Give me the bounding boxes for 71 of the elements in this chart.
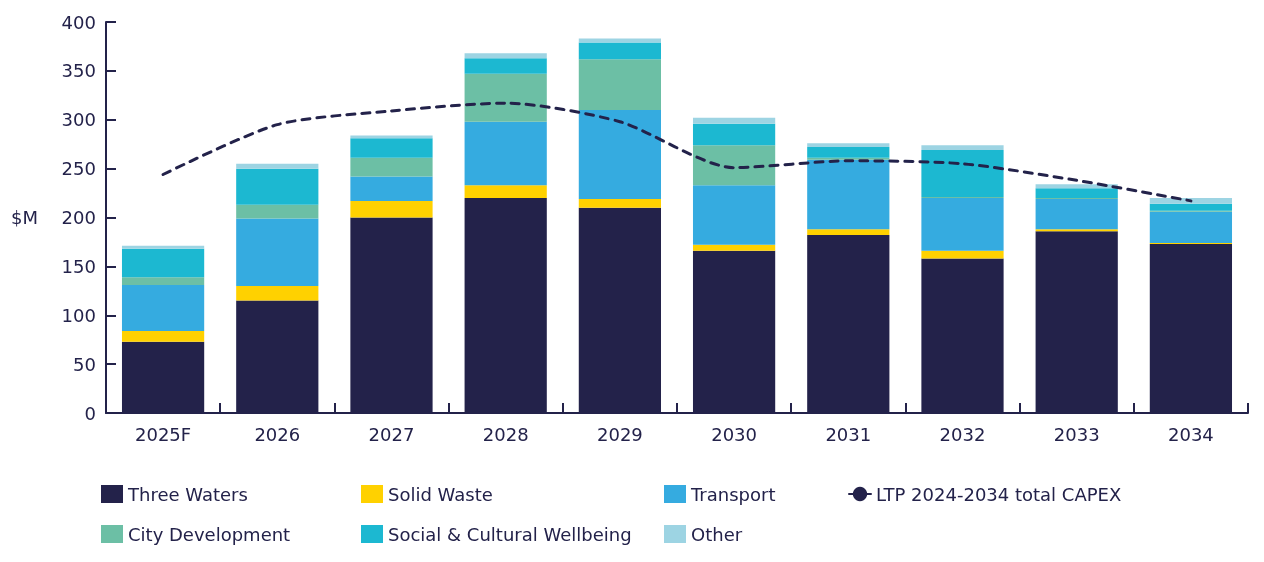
bar xyxy=(236,218,319,286)
bar xyxy=(1149,203,1233,211)
bar xyxy=(1035,198,1118,230)
y-tick-label: 0 xyxy=(84,402,96,424)
x-tick-label: 2030 xyxy=(711,423,757,445)
line-series xyxy=(161,101,1193,203)
x-tick-label: 2033 xyxy=(1053,423,1100,445)
bar xyxy=(236,204,319,219)
bar xyxy=(121,330,205,342)
bar xyxy=(350,157,433,177)
bar xyxy=(121,248,205,278)
bar xyxy=(350,176,433,201)
legend-label: LTP 2024-2034 total CAPEX xyxy=(876,483,1122,505)
bar xyxy=(464,58,547,74)
bar xyxy=(921,150,1004,197)
bar xyxy=(236,168,319,205)
bar xyxy=(692,117,776,124)
bar xyxy=(121,277,205,285)
bar xyxy=(578,109,661,199)
bar xyxy=(692,185,776,245)
legend-label: Other xyxy=(691,523,743,545)
y-tick-label: 400 xyxy=(61,11,96,33)
bar xyxy=(350,200,433,218)
bar xyxy=(236,163,319,169)
bar xyxy=(1035,188,1118,198)
legend-label: City Development xyxy=(128,523,291,545)
bar xyxy=(464,185,547,198)
x-tick-label: 2031 xyxy=(825,423,872,445)
bar xyxy=(807,229,890,236)
bar xyxy=(807,143,890,148)
bar xyxy=(807,159,890,230)
x-tick-label: 2032 xyxy=(939,423,986,445)
bar xyxy=(578,198,661,208)
bar xyxy=(692,244,776,251)
y-tick-label: 100 xyxy=(61,304,96,326)
bar xyxy=(921,250,1004,259)
legend-label: Transport xyxy=(690,483,776,505)
bar xyxy=(350,138,433,158)
bar xyxy=(121,245,205,249)
legend-label: Social & Cultural Wellbeing xyxy=(388,523,632,545)
bar xyxy=(578,38,661,43)
y-tick-label: 50 xyxy=(73,353,96,375)
y-tick-label: 250 xyxy=(61,158,96,180)
bar xyxy=(578,59,661,110)
bar xyxy=(807,147,890,158)
y-tick-label: 200 xyxy=(61,207,96,228)
x-tick-label: 2027 xyxy=(368,423,415,445)
bar xyxy=(464,121,547,186)
bar xyxy=(921,145,1004,151)
bar xyxy=(350,135,433,139)
bar xyxy=(121,284,205,331)
x-tick-label: 2026 xyxy=(254,423,301,445)
y-tick-label: 350 xyxy=(61,60,96,82)
x-tick-label: 2029 xyxy=(596,423,643,445)
bar xyxy=(578,42,661,60)
bar xyxy=(1149,211,1233,243)
bar xyxy=(692,123,776,146)
bar xyxy=(464,53,547,59)
y-tick-label: 150 xyxy=(61,255,96,277)
bar xyxy=(921,197,1004,251)
x-tick-label: 2028 xyxy=(482,423,529,445)
y-axis-title: $M xyxy=(11,207,38,228)
x-tick-label: 2034 xyxy=(1167,423,1214,445)
y-tick-label: 300 xyxy=(61,109,96,131)
bar xyxy=(236,285,319,301)
bar xyxy=(1149,197,1233,204)
x-tick-label: 2025F xyxy=(135,423,192,445)
bar xyxy=(692,145,776,186)
bar xyxy=(464,73,547,122)
legend-label: Three Waters xyxy=(127,483,248,505)
legend-label: Solid Waste xyxy=(388,483,493,505)
